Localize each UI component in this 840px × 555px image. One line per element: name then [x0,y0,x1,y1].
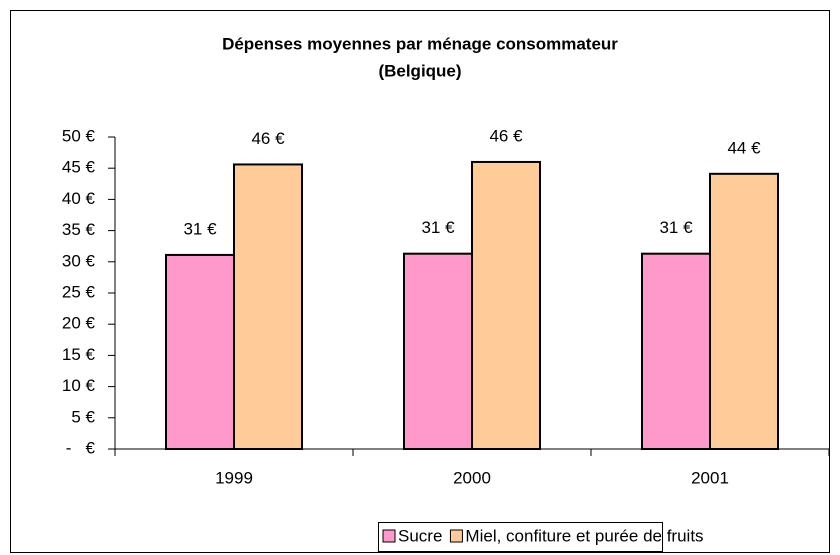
y-tick-label: 25 € [62,282,96,301]
data-label: 46 € [489,126,523,145]
x-tick-label: 1999 [215,468,253,487]
bar [233,163,303,450]
y-tick-label: - € [66,438,96,457]
y-tick-label: 50 € [62,126,96,145]
chart-title: Dépenses moyennes par ménage consommateu… [222,34,618,53]
legend-swatch [382,529,396,543]
data-label: 31 € [421,218,455,237]
bar [165,253,235,450]
data-label: 44 € [727,138,761,157]
y-tick-label: 45 € [62,158,96,177]
data-label: 31 € [183,219,217,238]
x-tick-label: 2000 [453,468,491,487]
y-tick-label: 30 € [62,251,96,270]
x-tick-label: 2001 [691,468,729,487]
legend-swatch [449,529,463,543]
data-label: 31 € [659,218,693,237]
legend-label: Miel, confiture et purée de fruits [465,526,703,545]
y-tick-label: 15 € [62,345,96,364]
bar [709,172,779,450]
y-tick-label: 20 € [62,314,96,333]
data-label: 46 € [251,129,285,148]
bar [471,160,541,451]
y-tick-label: 10 € [62,376,96,395]
y-tick-label: 40 € [62,189,96,208]
bar [403,252,473,450]
y-tick-label: 35 € [62,220,96,239]
chart-subtitle: (Belgique) [378,61,461,80]
legend-label: Sucre [398,526,442,545]
y-tick-label: 5 € [71,407,95,426]
legend-box [378,522,663,552]
bar [641,252,711,450]
